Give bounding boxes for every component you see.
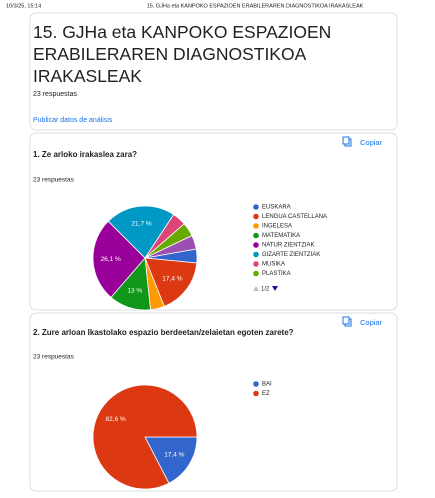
legend-label: MUSIKA xyxy=(262,262,285,268)
legend-label: MATEMATIKA xyxy=(262,233,300,239)
legend-swatch xyxy=(253,270,259,277)
legend-label: PLASTIKA xyxy=(262,271,291,277)
legend-swatch xyxy=(253,204,259,210)
legend-swatch xyxy=(253,242,259,248)
legend-label: NATUR ZIENTZIAK xyxy=(262,243,315,249)
slice-label: 21,7 % xyxy=(131,221,151,228)
legend-next[interactable] xyxy=(272,286,278,291)
legend-label: GIZARTE ZIENTZIAK xyxy=(262,252,320,258)
legend-swatch xyxy=(253,390,259,397)
pie-slice xyxy=(144,257,198,307)
pie-slice xyxy=(144,235,197,259)
question-title: 1. Ze arloko irakaslea zara? xyxy=(33,150,137,159)
slice-label: 17,4 % xyxy=(162,275,182,282)
question-card xyxy=(29,132,398,311)
response-count: 23 respuestas xyxy=(33,177,75,184)
legend-label: EZ xyxy=(262,391,270,397)
legend-swatch xyxy=(253,213,259,220)
publish-link[interactable]: Publicar datos de análisis xyxy=(33,117,113,124)
pie-slice xyxy=(92,220,146,298)
title-card xyxy=(29,12,398,131)
legend-swatch xyxy=(253,251,259,258)
copy-button[interactable]: Copiar xyxy=(360,318,383,327)
pie-slice xyxy=(92,384,198,490)
copy-icon[interactable] xyxy=(342,316,350,325)
response-count: 23 respuestas xyxy=(33,354,75,361)
legend-swatch xyxy=(253,232,259,239)
slice-label: 26,1 % xyxy=(101,256,121,263)
slice-label: 17,4 % xyxy=(164,452,184,459)
form-title: 15. GJHa eta KANPOKO ESPAZIOEN ERABILERA… xyxy=(33,22,332,86)
question-card xyxy=(29,312,398,492)
legend-swatch xyxy=(253,261,259,267)
response-count: 23 respuestas xyxy=(33,91,77,98)
legend-label: BAI xyxy=(262,382,272,388)
print-doc-title: 15. GJHa eta KANPOKO ESPAZIOEN ERABILERA… xyxy=(147,3,364,9)
legend-label: EUSKARA xyxy=(262,205,291,211)
legend-swatch xyxy=(253,223,259,229)
slice-label: 82,6 % xyxy=(106,416,126,423)
slice-label: 13 % xyxy=(127,287,142,294)
legend-swatch xyxy=(253,381,259,387)
copy-icon[interactable] xyxy=(342,136,350,145)
pie-slice xyxy=(144,436,198,484)
legend-label: LENGUA CASTELLANA xyxy=(262,214,327,220)
legend-label: INGELESA xyxy=(262,224,292,230)
pie-slice xyxy=(107,205,175,259)
copy-button[interactable]: Copiar xyxy=(360,138,383,147)
print-datetime: 10/3/25, 15:14 xyxy=(6,3,41,9)
legend-prev[interactable] xyxy=(253,286,259,291)
question-title: 2. Zure arloan Ikastolako espazio berdee… xyxy=(33,328,294,337)
legend-page: 1/2 xyxy=(261,287,270,293)
